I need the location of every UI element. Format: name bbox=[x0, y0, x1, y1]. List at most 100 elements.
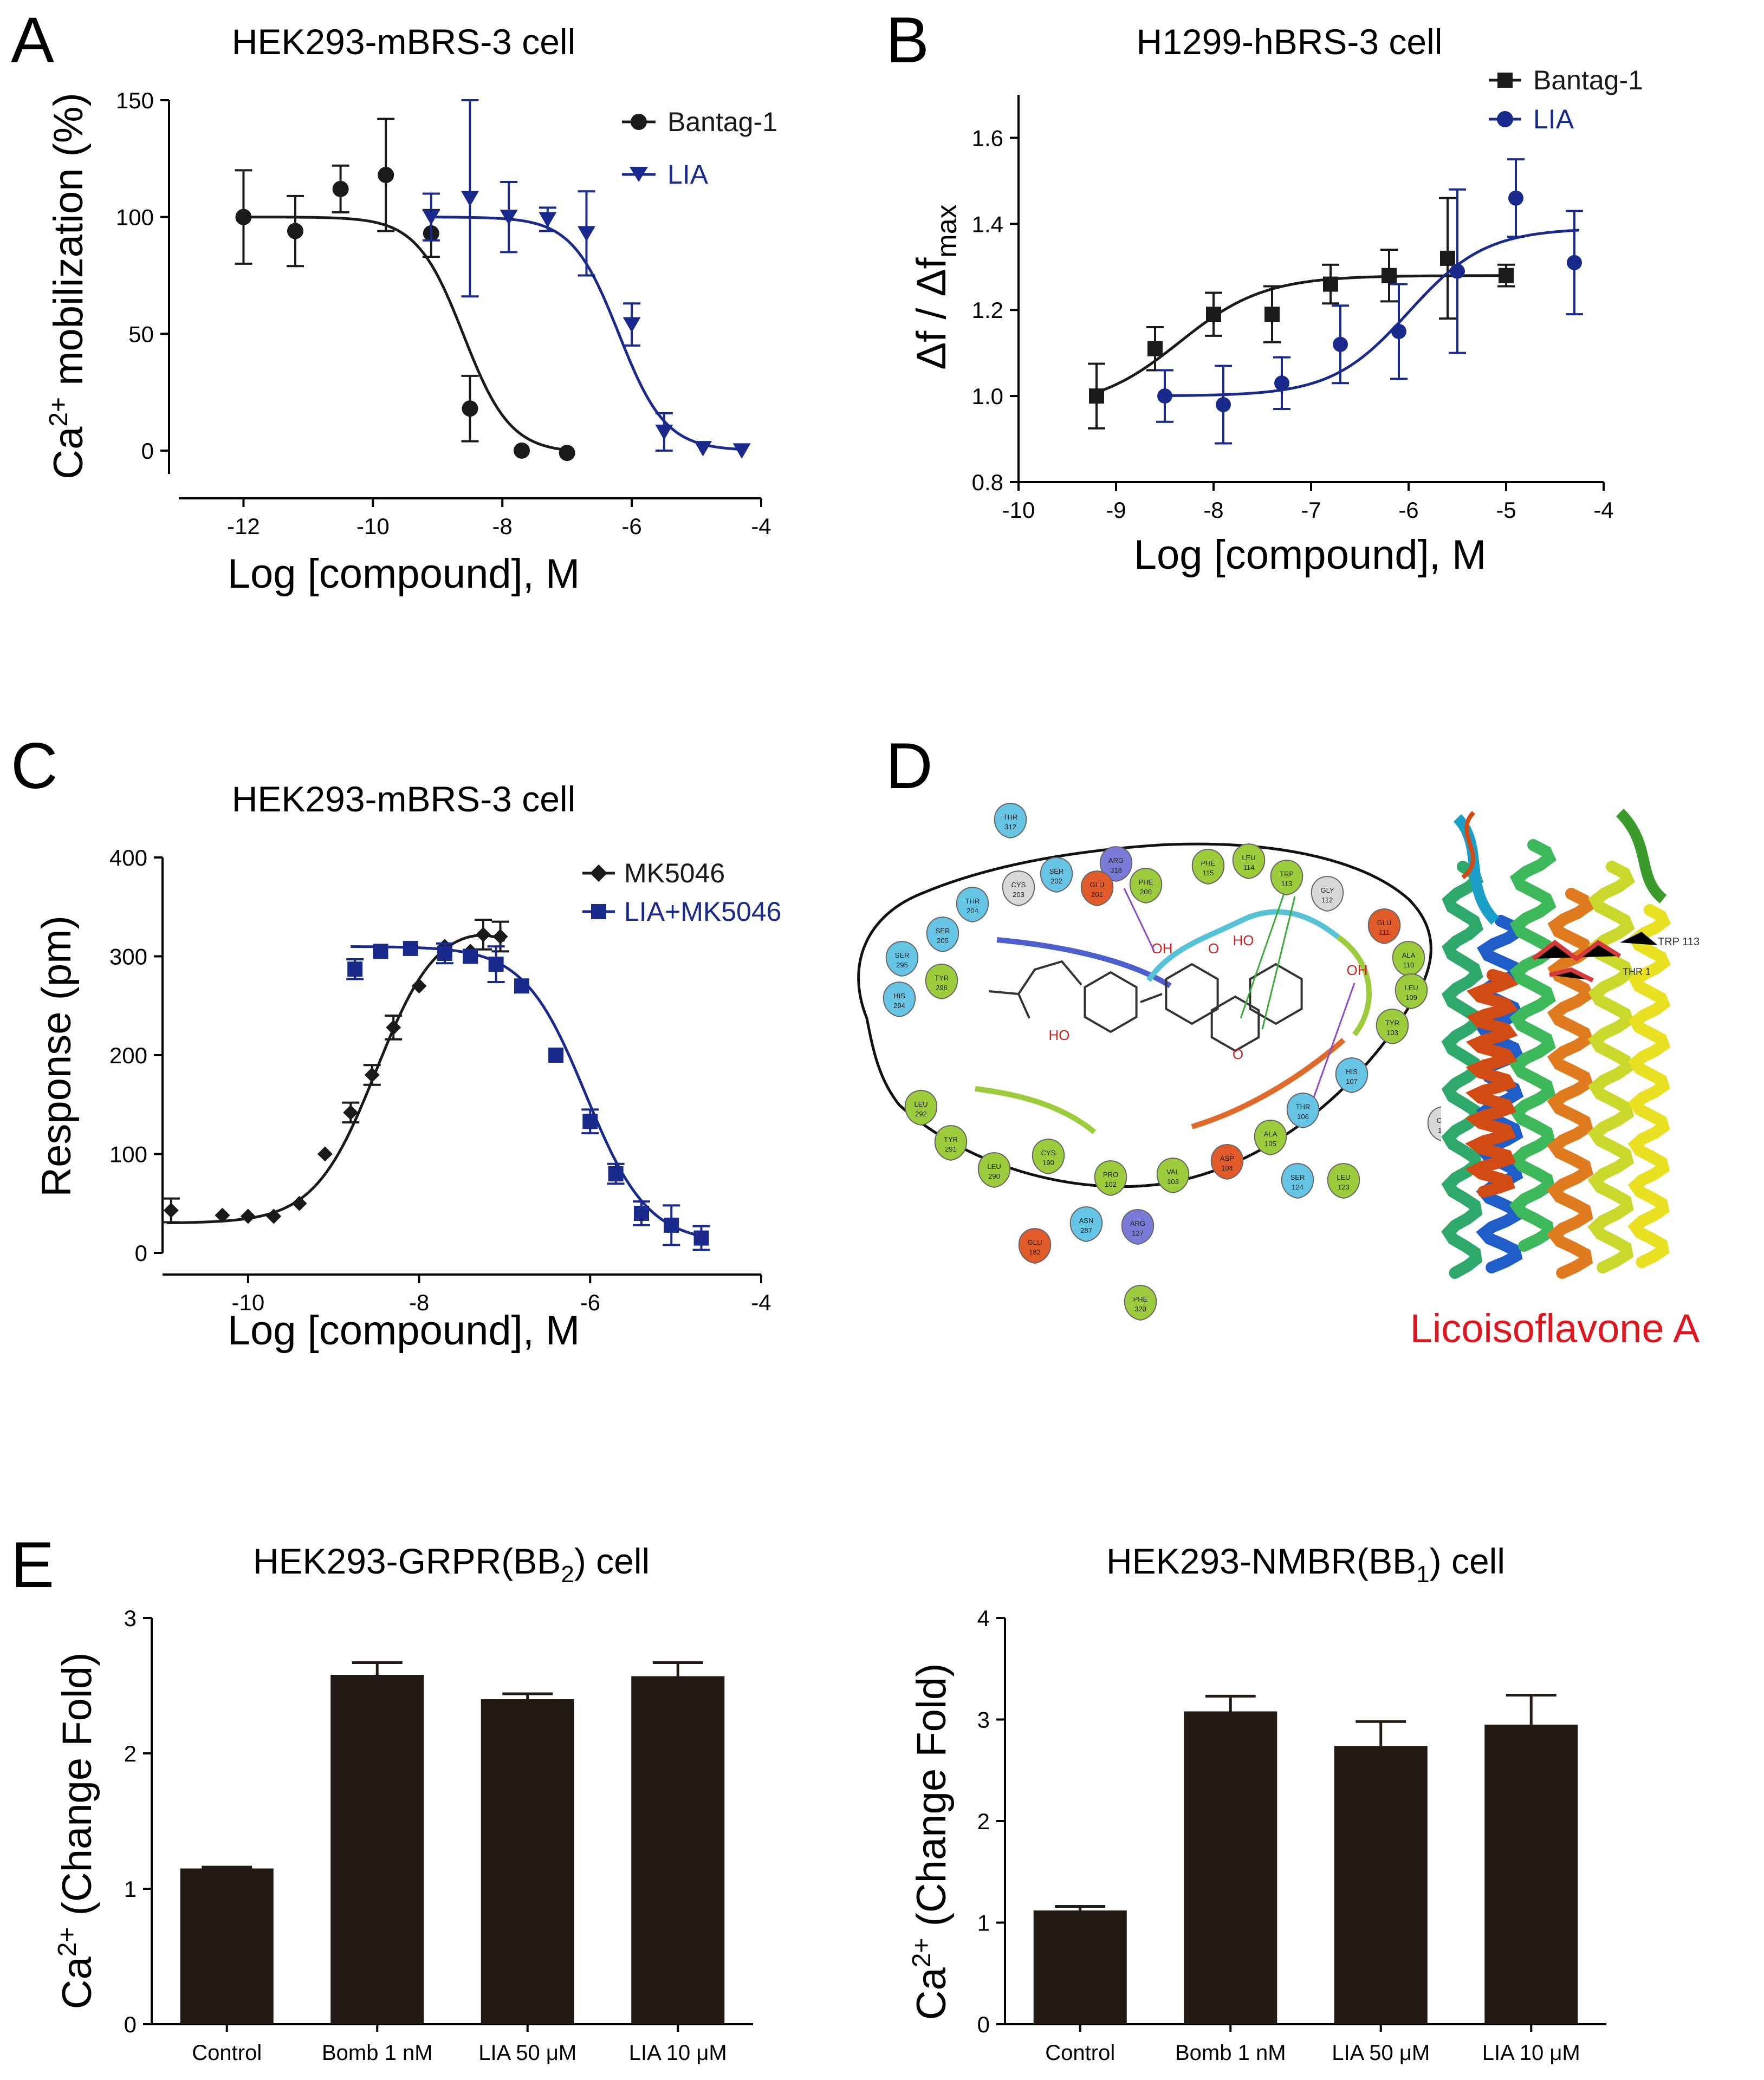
data-point bbox=[347, 961, 363, 977]
residue-number: 320 bbox=[1134, 1305, 1146, 1313]
residue-shape bbox=[883, 981, 916, 1018]
x-tick-label: -10 bbox=[232, 1290, 265, 1315]
residue-shape bbox=[1327, 1162, 1360, 1199]
panel-b: B H1299-hBRS-3 cell -10 -9 -8 -7 -6 -5 -4 0.8 1.… bbox=[886, 4, 1643, 578]
prenyl-chain bbox=[988, 960, 1082, 1019]
data-point bbox=[732, 443, 751, 459]
residue-shape bbox=[1270, 859, 1303, 896]
y-tick-label: 4 bbox=[977, 1606, 990, 1631]
data-point bbox=[461, 191, 479, 207]
residue-number: 113 bbox=[1281, 880, 1293, 888]
panel-letter-c: C bbox=[11, 730, 58, 802]
residue-bubble: ARG 127 bbox=[1121, 1208, 1155, 1245]
data-point bbox=[1391, 323, 1406, 339]
ring bbox=[1249, 963, 1303, 1025]
chart-a-legend: Bantag-1 LIA bbox=[622, 107, 777, 190]
panel-letter-d: D bbox=[886, 730, 933, 802]
x-tick-label: LIA 10 μM bbox=[629, 2041, 727, 2065]
data-point bbox=[655, 424, 673, 440]
data-point bbox=[1567, 255, 1582, 270]
residue-name: SER bbox=[895, 951, 910, 959]
helix bbox=[1509, 839, 1557, 1252]
x-tick-label: -10 bbox=[1002, 497, 1035, 523]
residue-number: 112 bbox=[1322, 896, 1333, 904]
residue-number: 296 bbox=[936, 984, 948, 992]
residue-shape bbox=[925, 963, 958, 1000]
x-tick-label: -6 bbox=[621, 514, 641, 539]
chart-b-title: H1299-hBRS-3 cell bbox=[1137, 22, 1443, 62]
residue-shape bbox=[1002, 870, 1035, 907]
residue-name: VAL bbox=[1166, 1168, 1179, 1176]
y-tick-label: 1.0 bbox=[972, 384, 1003, 409]
bar bbox=[481, 1699, 574, 2024]
residue-name: LEU bbox=[914, 1100, 928, 1108]
data-point bbox=[386, 1019, 401, 1035]
series-lia-mk5046 bbox=[346, 940, 710, 1251]
residue-number: 107 bbox=[1346, 1077, 1358, 1086]
series-lia bbox=[422, 99, 751, 459]
residue-bubble: ALA 110 bbox=[1392, 940, 1425, 977]
x-tick-label: Bomb 1 nM bbox=[1175, 2041, 1286, 2065]
data-point bbox=[1147, 341, 1163, 356]
residue-shape bbox=[1232, 843, 1266, 880]
panel-d: D OH O HOOHHOOTHR312ARG318PHE115LEU114TRP1… bbox=[857, 730, 1700, 1351]
legend-marker-lia bbox=[630, 167, 648, 182]
data-point bbox=[1508, 190, 1523, 206]
y-tick-label: 0.8 bbox=[972, 470, 1003, 495]
residue-shape bbox=[956, 886, 989, 923]
panel-letter-a: A bbox=[11, 4, 54, 76]
exposure-curve bbox=[1337, 934, 1372, 1037]
residue-bubble: SER 124 bbox=[1281, 1162, 1314, 1199]
x-tick-label: -4 bbox=[1593, 497, 1613, 523]
residue-bubble: PHE 320 bbox=[1124, 1284, 1157, 1321]
data-point bbox=[492, 929, 508, 944]
chart-a: -12 -10 -8 -6 -4 0 50 100 150 bbox=[116, 88, 771, 539]
y-tick-label: 2 bbox=[977, 1809, 990, 1834]
residue-shape bbox=[1286, 1092, 1320, 1129]
residue-number: 103 bbox=[1386, 1029, 1398, 1037]
series-bantag-1 bbox=[1088, 197, 1515, 430]
data-point bbox=[1157, 388, 1172, 404]
y-tick-label: 300 bbox=[109, 944, 147, 970]
residue-number: 127 bbox=[1132, 1229, 1144, 1237]
data-point bbox=[240, 1208, 256, 1224]
data-point bbox=[437, 946, 452, 961]
bar bbox=[631, 1676, 725, 2024]
residue-shape bbox=[1335, 1057, 1369, 1094]
residue-number: 294 bbox=[893, 1002, 905, 1010]
x-tick-label: -7 bbox=[1301, 497, 1321, 523]
x-tick-label: -8 bbox=[409, 1290, 429, 1315]
chart-c-ylabel: Response (pm) bbox=[34, 915, 80, 1197]
residue-bubble: GLY 112 bbox=[1311, 875, 1344, 912]
structure-label: TRP 113 bbox=[1658, 936, 1700, 948]
x-tick-label: -4 bbox=[751, 1290, 771, 1315]
y-tick-label: 2 bbox=[124, 1741, 137, 1766]
atom-label: OH bbox=[1152, 940, 1173, 957]
atom-label: OH bbox=[1347, 962, 1368, 978]
data-point bbox=[539, 212, 557, 227]
receptor-ribbon-structure: TRP 113 THR 1 bbox=[1441, 807, 1700, 1279]
residue-number: 102 bbox=[1105, 1180, 1117, 1188]
residue-number: 105 bbox=[1264, 1140, 1276, 1148]
residue-bubble: SER 205 bbox=[926, 916, 959, 953]
residue-number: 109 bbox=[1405, 993, 1417, 1002]
chart-c-legend: MK5046 LIA+MK5046 bbox=[582, 858, 781, 927]
data-point bbox=[1382, 268, 1397, 283]
residue-bubble: THR 312 bbox=[994, 802, 1027, 839]
data-point bbox=[364, 1067, 380, 1083]
residue-shape bbox=[904, 1089, 938, 1126]
data-point bbox=[163, 1202, 179, 1218]
residue-name: LEU bbox=[1337, 1173, 1350, 1181]
bar bbox=[1334, 1746, 1428, 2024]
ring bbox=[1165, 963, 1219, 1025]
chart-a-title: HEK293-mBRS-3 cell bbox=[232, 22, 576, 62]
residue-shape bbox=[994, 802, 1027, 839]
residue-shape bbox=[1191, 848, 1225, 885]
legend-marker-bantag bbox=[631, 114, 647, 130]
residue-number: 287 bbox=[1080, 1226, 1092, 1234]
residue-shape bbox=[1032, 1138, 1065, 1175]
ring bbox=[1210, 995, 1260, 1052]
residue-name: LEU bbox=[987, 1162, 1001, 1171]
